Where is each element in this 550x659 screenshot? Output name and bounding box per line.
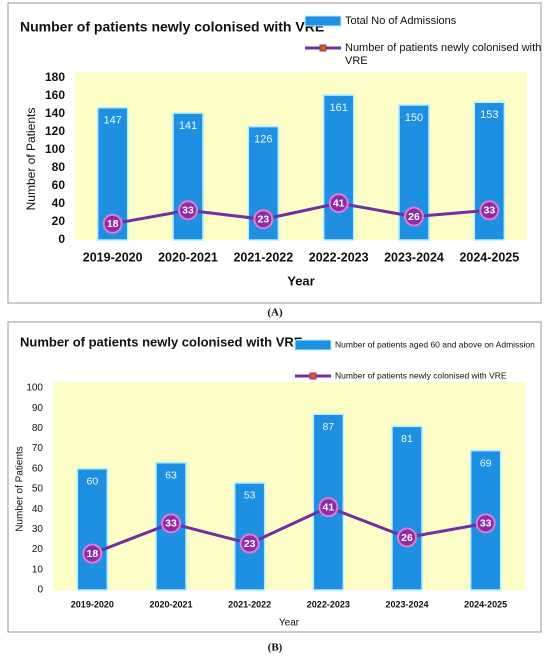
bar [76, 468, 109, 591]
chart-title: Number of patients newly colonised with … [20, 334, 303, 349]
line-value-label: 23 [244, 538, 256, 550]
line-marker [479, 200, 500, 221]
x-tick-label: 2021-2022 [233, 250, 293, 264]
line-marker [475, 513, 496, 534]
x-tick-label: 2023-2024 [384, 250, 444, 264]
line-value-label: 41 [333, 197, 345, 209]
x-tick-label: 2019-2020 [71, 599, 114, 609]
plot-area [75, 72, 527, 240]
y-tick-label: 100 [45, 142, 65, 156]
y-tick-label: 20 [32, 544, 44, 555]
line-value-label: 41 [322, 501, 334, 513]
x-tick-label: 2020-2021 [149, 599, 192, 609]
x-axis-label: Year [279, 618, 300, 629]
y-tick-label: 20 [52, 214, 66, 228]
line [112, 201, 490, 226]
line-marker [82, 543, 103, 564]
bar-value-label: 69 [480, 457, 492, 469]
y-tick-label: 50 [32, 484, 44, 495]
y-tick-label: 10 [32, 564, 44, 575]
y-tick-label: 0 [37, 585, 43, 596]
legend-label: Total No of Admissions [345, 15, 457, 27]
legend-label: Number of patients newly colonised with V… [345, 42, 541, 67]
y-tick-label: 40 [32, 504, 44, 515]
line [91, 505, 486, 556]
bar [247, 125, 280, 241]
x-axis-label: Year [287, 273, 314, 288]
x-tick-label: 2024-2025 [459, 250, 519, 264]
bar-value-label: 150 [405, 112, 423, 124]
y-tick-label: 0 [58, 232, 65, 246]
bar-value-label: 81 [401, 433, 413, 445]
bar-value-label: 141 [179, 120, 197, 132]
legend-label: Number of patients newly colonised with … [335, 370, 507, 380]
plot-area [53, 382, 525, 590]
chart-title: Number of patients newly colonised with … [20, 19, 324, 35]
bar-value-label: 63 [165, 470, 177, 482]
line-value-label: 33 [480, 518, 492, 530]
x-tick-label: 2024-2025 [464, 599, 507, 609]
y-tick-label: 140 [45, 106, 65, 120]
y-tick-label: 160 [45, 88, 65, 102]
bar-value-label: 126 [254, 134, 272, 146]
line-value-label: 23 [257, 214, 269, 226]
y-tick-label: 80 [32, 423, 44, 434]
x-tick-label: 2019-2020 [83, 250, 143, 264]
line-value-label: 33 [165, 518, 177, 530]
line-marker [161, 513, 181, 534]
y-axis-label: Number of Patients [24, 108, 38, 211]
line-value-label: 26 [401, 532, 413, 544]
legend-swatch [304, 15, 342, 27]
y-tick-label: 60 [52, 178, 66, 192]
bar [391, 425, 423, 591]
y-tick-label: 40 [52, 196, 66, 210]
panel-border [7, 321, 542, 633]
bar-value-label: 53 [244, 490, 256, 502]
x-tick-label: 2023-2024 [385, 599, 428, 609]
x-tick-label: 2022-2023 [307, 599, 350, 609]
line-marker [328, 193, 349, 214]
bar [172, 112, 204, 241]
bar-value-label: 153 [480, 109, 498, 121]
bar-value-label: 60 [86, 476, 98, 488]
panel-border [7, 2, 542, 304]
legend-swatch [294, 339, 332, 351]
bar-value-label: 147 [103, 115, 121, 127]
line-marker [102, 213, 123, 234]
y-tick-label: 30 [32, 524, 44, 535]
panel-label: (A) [267, 307, 283, 319]
line-marker [253, 209, 274, 230]
line-marker [178, 200, 198, 221]
panel-label: (B) [268, 642, 283, 654]
x-tick-label: 2022-2023 [309, 250, 369, 264]
bar-value-label: 87 [322, 421, 334, 433]
x-tick-label: 2021-2022 [228, 599, 271, 609]
legend-marker [309, 372, 317, 380]
line-marker [318, 497, 339, 518]
y-tick-label: 80 [52, 160, 66, 174]
legend-marker [319, 44, 327, 52]
y-tick-label: 90 [32, 403, 44, 414]
bar-value-label: 161 [329, 102, 347, 114]
y-tick-label: 180 [45, 70, 65, 84]
y-tick-label: 120 [45, 124, 65, 138]
line-marker [239, 533, 260, 554]
line-marker [404, 206, 424, 227]
y-axis-label: Number of Patients [15, 446, 26, 532]
line-value-label: 18 [86, 548, 98, 560]
legend-label: Number of patients aged 60 and above on … [335, 339, 535, 349]
y-tick-label: 60 [32, 463, 44, 474]
bar [322, 94, 355, 241]
line-value-label: 26 [408, 211, 420, 223]
x-tick-label: 2020-2021 [158, 250, 218, 264]
line-value-label: 18 [107, 218, 119, 230]
line-value-label: 33 [182, 205, 194, 217]
line-value-label: 33 [483, 205, 495, 217]
line-marker [397, 527, 417, 548]
y-tick-label: 100 [26, 383, 43, 394]
y-tick-label: 70 [32, 443, 44, 454]
